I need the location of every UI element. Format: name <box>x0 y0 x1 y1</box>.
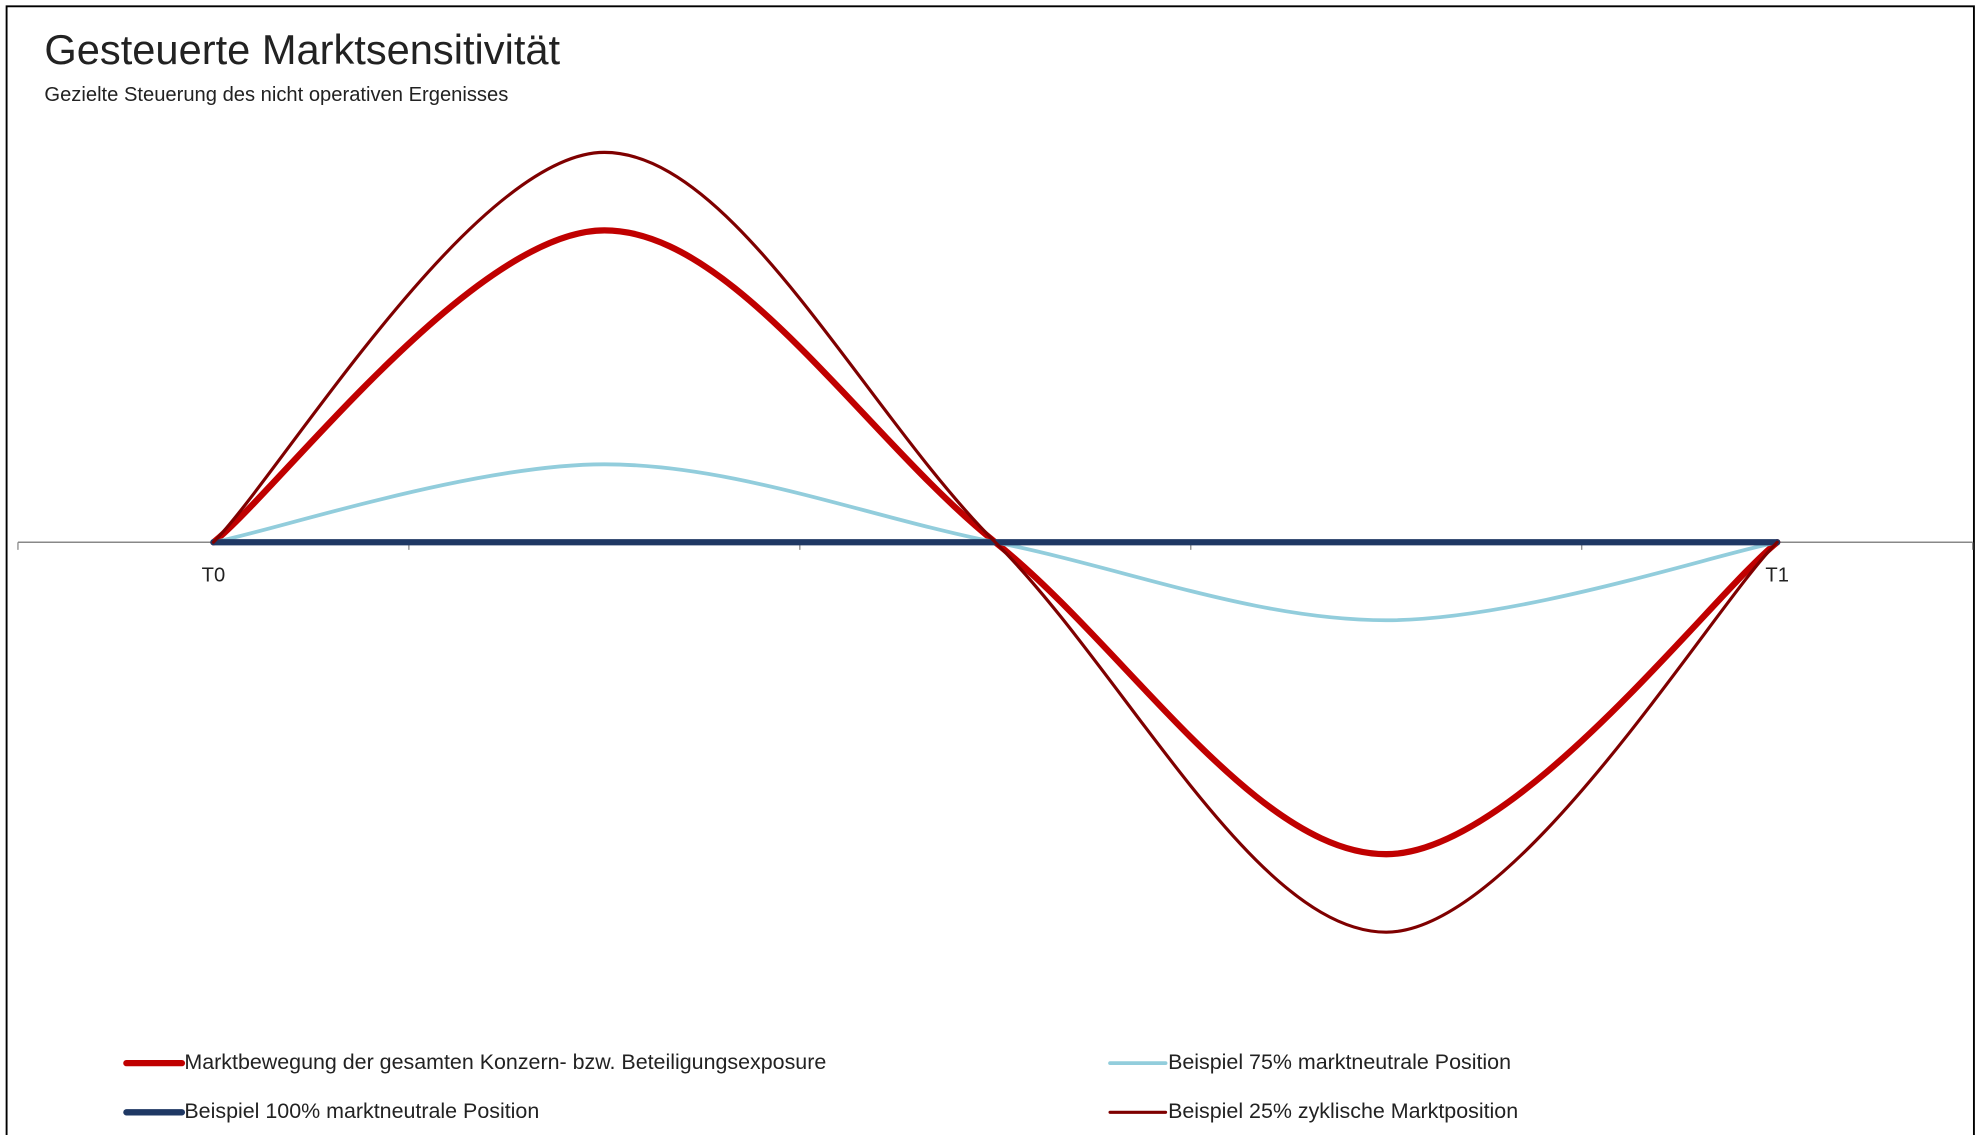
x-tick-label: T1 <box>1765 565 1789 587</box>
chart-border <box>5 5 1975 1135</box>
legend-label: Beispiel 100% marktneutrale Position <box>184 1099 539 1123</box>
legend-label: Marktbewegung der gesamten Konzern- bzw.… <box>184 1050 826 1074</box>
x-tick-label: T0 <box>202 565 226 587</box>
series-line <box>211 150 1779 934</box>
legend-label: Beispiel 75% marktneutrale Position <box>1168 1050 1511 1074</box>
chart-title: Gesteuerte Marktsensitivität <box>44 26 560 73</box>
legend-label: Beispiel 25% zyklische Marktposition <box>1168 1099 1518 1123</box>
chart-subtitle: Gezielte Steuerung des nicht operativen … <box>44 84 508 106</box>
